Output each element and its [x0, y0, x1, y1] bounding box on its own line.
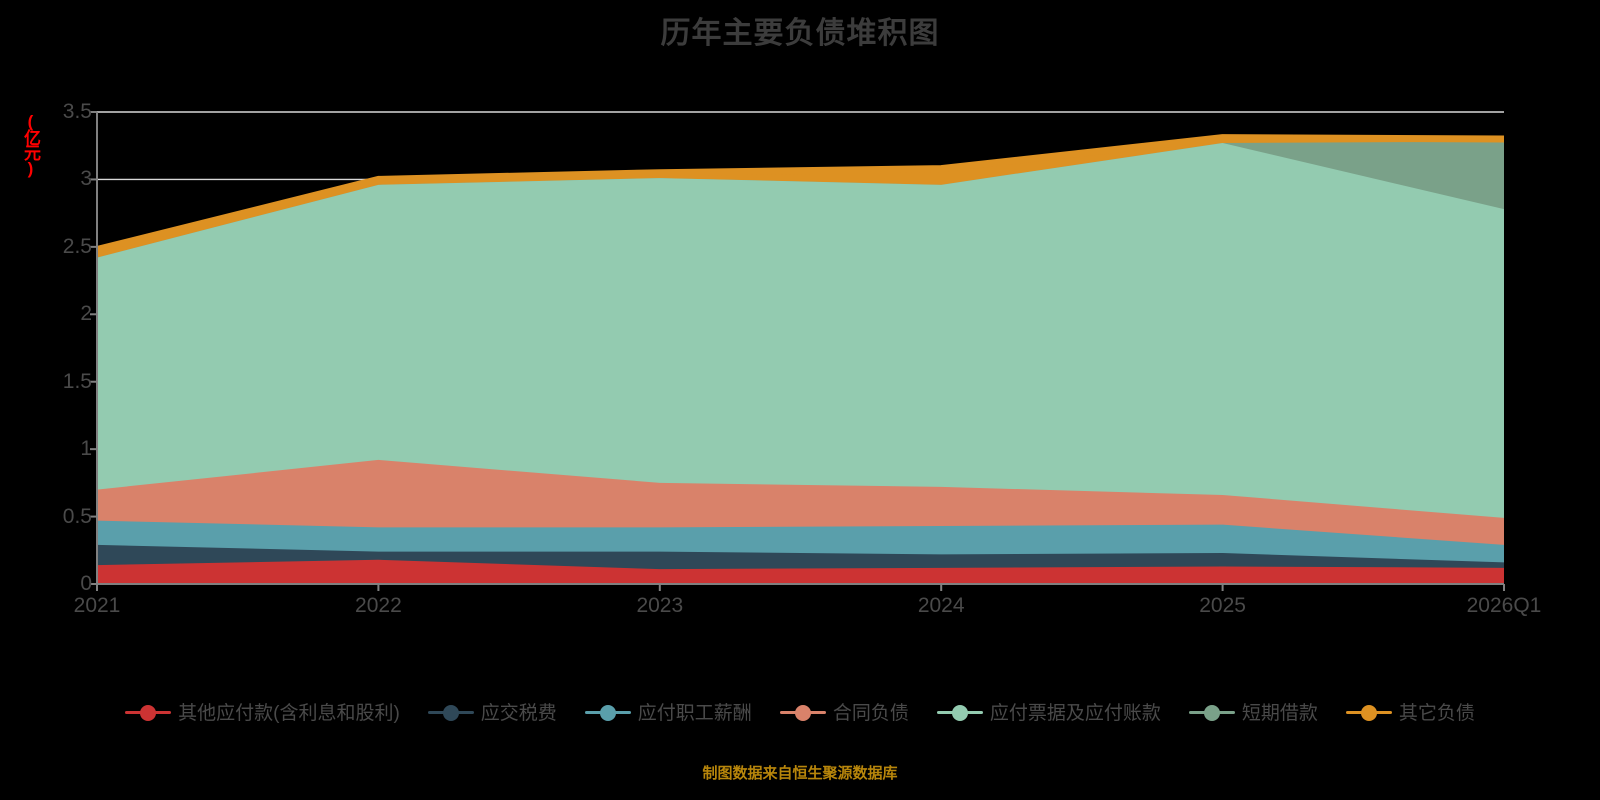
legend-marker-icon: [936, 701, 983, 723]
chart-legend[interactable]: 其他应付款(含利息和股利) 应交税费 应付职工薪酬 合同负债 应付票据及应付账款 短期借款…: [0, 698, 1600, 725]
legend-label: 合同负债: [832, 703, 909, 724]
legend-label: 其它负债: [1398, 703, 1475, 724]
footer-note: 制图数据来自恒生聚源数据库: [702, 765, 898, 782]
y-tick-label: 3.5: [62, 100, 92, 123]
legend-label: 其他应付款(含利息和股利): [178, 703, 400, 724]
y-tick-label: 2.5: [62, 234, 92, 258]
legend-marker-icon: [584, 701, 631, 723]
x-tick-label: 2023: [636, 594, 684, 617]
legend-item[interactable]: 应交税费: [427, 698, 557, 725]
legend-item[interactable]: 应付职工薪酬: [584, 698, 752, 725]
axis-ticks: [90, 111, 1505, 591]
y-tick-label: 1: [80, 437, 92, 461]
axis-lines: [96, 112, 1504, 585]
legend-label: 应付票据及应付账款: [989, 703, 1161, 724]
legend-marker-icon: [427, 701, 474, 723]
y-axis-title: (亿元): [21, 112, 40, 176]
stacked-areas: [96, 134, 1505, 585]
y-tick-label: 2: [80, 302, 92, 326]
y-tick-label: 0: [80, 572, 92, 595]
top-series-outline: [96, 134, 1505, 253]
legend-marker-icon: [125, 701, 172, 723]
x-tick-label: 2021: [73, 594, 121, 617]
y-tick-label: 0.5: [62, 504, 92, 528]
legend-item[interactable]: 应付票据及应付账款: [936, 698, 1161, 725]
y-tick-label: 1.5: [62, 369, 92, 393]
legend-label: 短期借款: [1241, 703, 1318, 724]
x-tick-label: 2025: [1199, 594, 1246, 617]
x-tick-label: 2022: [355, 594, 402, 617]
legend-marker-icon: [779, 701, 826, 723]
x-tick-label: 2026Q1: [1466, 594, 1542, 617]
legend-label: 应交税费: [480, 703, 557, 724]
y-tick-label: 3: [80, 167, 92, 191]
x-tick-label: 2024: [917, 594, 965, 617]
legend-item[interactable]: 短期借款: [1188, 698, 1318, 725]
legend-marker-icon: [1345, 701, 1392, 723]
page-title: 历年主要负债堆积图: [660, 17, 940, 50]
legend-item[interactable]: 其它负债: [1345, 698, 1475, 725]
legend-item[interactable]: 其他应付款(含利息和股利): [125, 698, 400, 725]
legend-item[interactable]: 合同负债: [779, 698, 909, 725]
legend-marker-icon: [1188, 701, 1235, 723]
legend-label: 应付职工薪酬: [637, 703, 752, 724]
area-band[interactable]: [97, 559, 1504, 584]
